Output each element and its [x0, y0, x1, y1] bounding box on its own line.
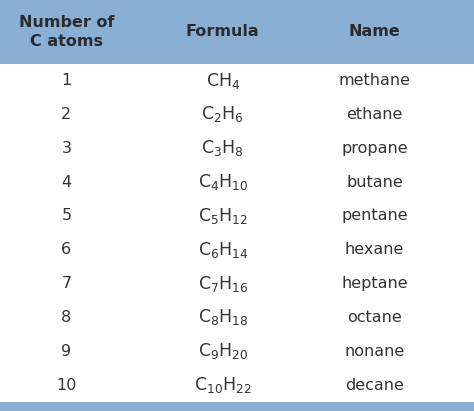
Text: 1: 1: [61, 73, 72, 88]
FancyBboxPatch shape: [0, 402, 474, 411]
FancyBboxPatch shape: [0, 64, 474, 402]
Text: $\mathregular{C_9H_{20}}$: $\mathregular{C_9H_{20}}$: [198, 341, 248, 361]
Text: decane: decane: [345, 378, 404, 393]
Text: methane: methane: [338, 73, 410, 88]
Text: heptane: heptane: [341, 276, 408, 291]
Text: 4: 4: [61, 175, 72, 189]
Text: $\mathregular{C_6H_{14}}$: $\mathregular{C_6H_{14}}$: [198, 240, 248, 260]
Text: ethane: ethane: [346, 107, 402, 122]
Text: 3: 3: [61, 141, 72, 156]
Text: 6: 6: [61, 242, 72, 257]
Text: $\mathregular{CH_4}$: $\mathregular{CH_4}$: [206, 71, 240, 90]
Text: $\mathregular{C_7H_{16}}$: $\mathregular{C_7H_{16}}$: [198, 274, 248, 293]
Text: $\mathregular{C_3H_8}$: $\mathregular{C_3H_8}$: [201, 138, 244, 158]
FancyBboxPatch shape: [0, 0, 474, 64]
Text: 10: 10: [56, 378, 76, 393]
Text: Formula: Formula: [186, 24, 260, 39]
Text: hexane: hexane: [345, 242, 404, 257]
Text: 7: 7: [61, 276, 72, 291]
Text: Number of
C atoms: Number of C atoms: [18, 15, 114, 48]
Text: 5: 5: [61, 208, 72, 224]
Text: 2: 2: [61, 107, 72, 122]
Text: nonane: nonane: [344, 344, 405, 359]
Text: $\mathregular{C_2H_6}$: $\mathregular{C_2H_6}$: [201, 104, 244, 125]
Text: propane: propane: [341, 141, 408, 156]
Text: $\mathregular{C_4H_{10}}$: $\mathregular{C_4H_{10}}$: [198, 172, 248, 192]
Text: 8: 8: [61, 310, 72, 325]
Text: $\mathregular{C_{10}H_{22}}$: $\mathregular{C_{10}H_{22}}$: [194, 375, 252, 395]
Text: butane: butane: [346, 175, 403, 189]
Text: pentane: pentane: [341, 208, 408, 224]
Text: Name: Name: [348, 24, 401, 39]
Text: $\mathregular{C_8H_{18}}$: $\mathregular{C_8H_{18}}$: [198, 307, 248, 328]
Text: octane: octane: [347, 310, 402, 325]
Text: 9: 9: [61, 344, 72, 359]
Text: $\mathregular{C_5H_{12}}$: $\mathregular{C_5H_{12}}$: [198, 206, 248, 226]
